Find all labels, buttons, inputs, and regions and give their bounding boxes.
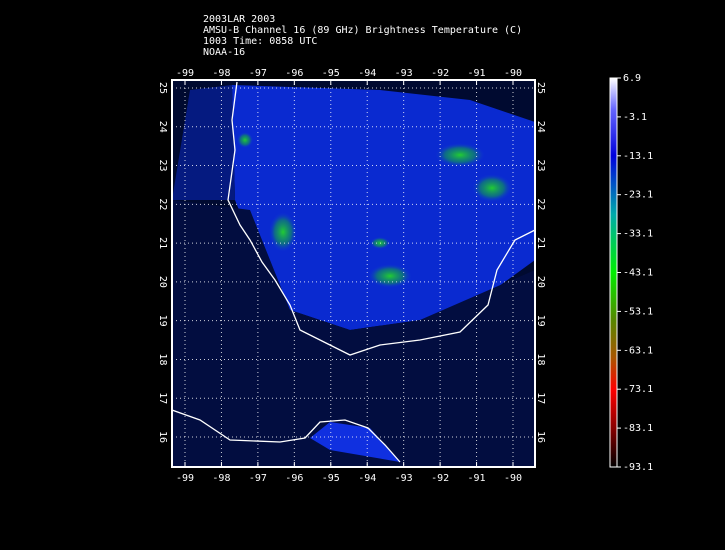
- lon-label: -99: [176, 473, 194, 484]
- lon-label: -97: [249, 68, 267, 79]
- colorbar-label: 6.9: [623, 73, 641, 84]
- lon-label: -94: [358, 68, 376, 79]
- map-image: [172, 80, 535, 467]
- lat-label: 17: [157, 392, 168, 404]
- warm-spot: [435, 143, 485, 167]
- lon-label: -99: [176, 68, 194, 79]
- colorbar-label: -83.1: [623, 423, 653, 434]
- lat-label: 20: [535, 276, 546, 288]
- lon-label: -96: [285, 473, 303, 484]
- lat-label: 21: [157, 237, 168, 249]
- lat-label: 25: [157, 82, 168, 94]
- header-line: 2003LAR 2003: [203, 14, 275, 25]
- lon-label: -93: [395, 473, 413, 484]
- lat-label: 22: [535, 198, 546, 210]
- data-swath-gulf: [310, 422, 400, 462]
- lon-label: -95: [322, 68, 340, 79]
- lat-label: 18: [157, 353, 168, 365]
- colorbar-label: -73.1: [623, 384, 653, 395]
- lat-label: 22: [157, 198, 168, 210]
- warm-spot: [269, 212, 297, 252]
- header-line: 1003 Time: 0858 UTC: [203, 36, 317, 47]
- lon-label: -90: [504, 68, 522, 79]
- lat-label: 20: [157, 276, 168, 288]
- lon-label: -92: [431, 473, 449, 484]
- lon-label: -90: [504, 473, 522, 484]
- header-line: NOAA-16: [203, 47, 245, 58]
- data-swath-west: [172, 85, 235, 200]
- lon-label: -94: [358, 473, 376, 484]
- colorbar-label: -23.1: [623, 190, 653, 201]
- colorbar-label: -13.1: [623, 151, 653, 162]
- colorbar-label: -43.1: [623, 268, 653, 279]
- coastline: [227, 81, 535, 356]
- colorbar-label: -33.1: [623, 229, 653, 240]
- lon-label: -98: [212, 68, 230, 79]
- warm-spot: [237, 132, 253, 148]
- lat-label: 25: [535, 82, 546, 94]
- warm-spot: [368, 264, 412, 288]
- colorbar-label: -3.1: [623, 112, 647, 123]
- lon-label: -91: [468, 68, 486, 79]
- map-frame: [171, 79, 536, 468]
- lon-label: -92: [431, 68, 449, 79]
- lat-label: 23: [157, 160, 168, 172]
- lat-label: 18: [535, 353, 546, 365]
- header-line: AMSU-B Channel 16 (89 GHz) Brightness Te…: [203, 25, 522, 36]
- lon-label: -91: [468, 473, 486, 484]
- lon-label: -98: [212, 473, 230, 484]
- lat-label: 19: [535, 315, 546, 327]
- lat-label: 19: [157, 315, 168, 327]
- colorbar: [609, 77, 618, 468]
- data-swath-south: [172, 200, 535, 467]
- lat-label: 24: [535, 121, 546, 133]
- colorbar-label: -53.1: [623, 306, 653, 317]
- lon-label: -95: [322, 473, 340, 484]
- lon-label: -96: [285, 68, 303, 79]
- lon-label: -93: [395, 68, 413, 79]
- lon-label: -97: [249, 473, 267, 484]
- lat-label: 23: [535, 160, 546, 172]
- lat-label: 24: [157, 121, 168, 133]
- lat-label: 16: [535, 431, 546, 443]
- lat-label: 17: [535, 392, 546, 404]
- lat-label: 16: [157, 431, 168, 443]
- lat-label: 21: [535, 237, 546, 249]
- colorbar-label: -63.1: [623, 345, 653, 356]
- colorbar-label: -93.1: [623, 462, 653, 473]
- warm-spot: [472, 174, 512, 202]
